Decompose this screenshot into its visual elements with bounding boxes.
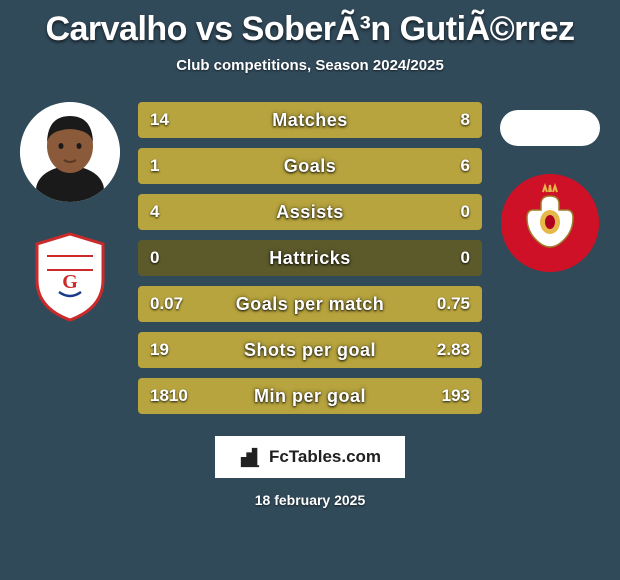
stat-row: Goals per match0.070.75 bbox=[138, 286, 482, 322]
stat-row: Matches14 8 bbox=[138, 102, 482, 138]
left-player-photo bbox=[20, 102, 120, 202]
stat-value-left: 0.07 bbox=[138, 286, 195, 322]
brand-badge: FcTables.com bbox=[215, 436, 405, 478]
svg-text:G: G bbox=[62, 271, 78, 293]
stat-value-right: 193 bbox=[430, 378, 482, 414]
stat-row: Hattricks0 0 bbox=[138, 240, 482, 276]
stat-label: Matches bbox=[138, 102, 482, 138]
page-title: Carvalho vs SoberÃ³n GutiÃ©rrez bbox=[45, 10, 574, 49]
stat-value-left: 4 bbox=[138, 194, 171, 230]
stat-row: Goals1 6 bbox=[138, 148, 482, 184]
date-text: 18 february 2025 bbox=[255, 492, 366, 508]
stat-row: Min per goal1810193 bbox=[138, 378, 482, 414]
stat-value-left: 0 bbox=[138, 240, 171, 276]
stat-value-right: 0 bbox=[449, 240, 482, 276]
stat-value-right: 8 bbox=[449, 102, 482, 138]
subtitle: Club competitions, Season 2024/2025 bbox=[176, 57, 444, 74]
stat-value-left: 1810 bbox=[138, 378, 200, 414]
comparison-body: G Matches148Goals16Assists40Hattricks00G… bbox=[10, 102, 610, 414]
stat-label: Hattricks bbox=[138, 240, 482, 276]
comparison-card: Carvalho vs SoberÃ³n GutiÃ©rrez Club com… bbox=[0, 0, 620, 580]
stat-value-right: 2.83 bbox=[425, 332, 482, 368]
stat-value-left: 19 bbox=[138, 332, 181, 368]
stat-value-right: 6 bbox=[449, 148, 482, 184]
stat-row: Shots per goal192.83 bbox=[138, 332, 482, 368]
stat-label: Assists bbox=[138, 194, 482, 230]
chart-icon bbox=[239, 446, 261, 468]
footer: FcTables.com 18 february 2025 bbox=[215, 436, 405, 508]
stat-value-left: 14 bbox=[138, 102, 181, 138]
stat-value-right: 0 bbox=[449, 194, 482, 230]
right-club-crest bbox=[501, 174, 599, 272]
stats-column: Matches148Goals16Assists40Hattricks00Goa… bbox=[130, 102, 490, 414]
left-player-column: G bbox=[10, 102, 130, 324]
right-player-column bbox=[490, 102, 610, 272]
right-player-photo bbox=[500, 110, 600, 146]
brand-text: FcTables.com bbox=[269, 447, 381, 467]
stat-row: Assists4 0 bbox=[138, 194, 482, 230]
stat-label: Goals bbox=[138, 148, 482, 184]
stat-value-left: 1 bbox=[138, 148, 171, 184]
stat-value-right: 0.75 bbox=[425, 286, 482, 322]
left-club-crest: G bbox=[29, 230, 111, 324]
